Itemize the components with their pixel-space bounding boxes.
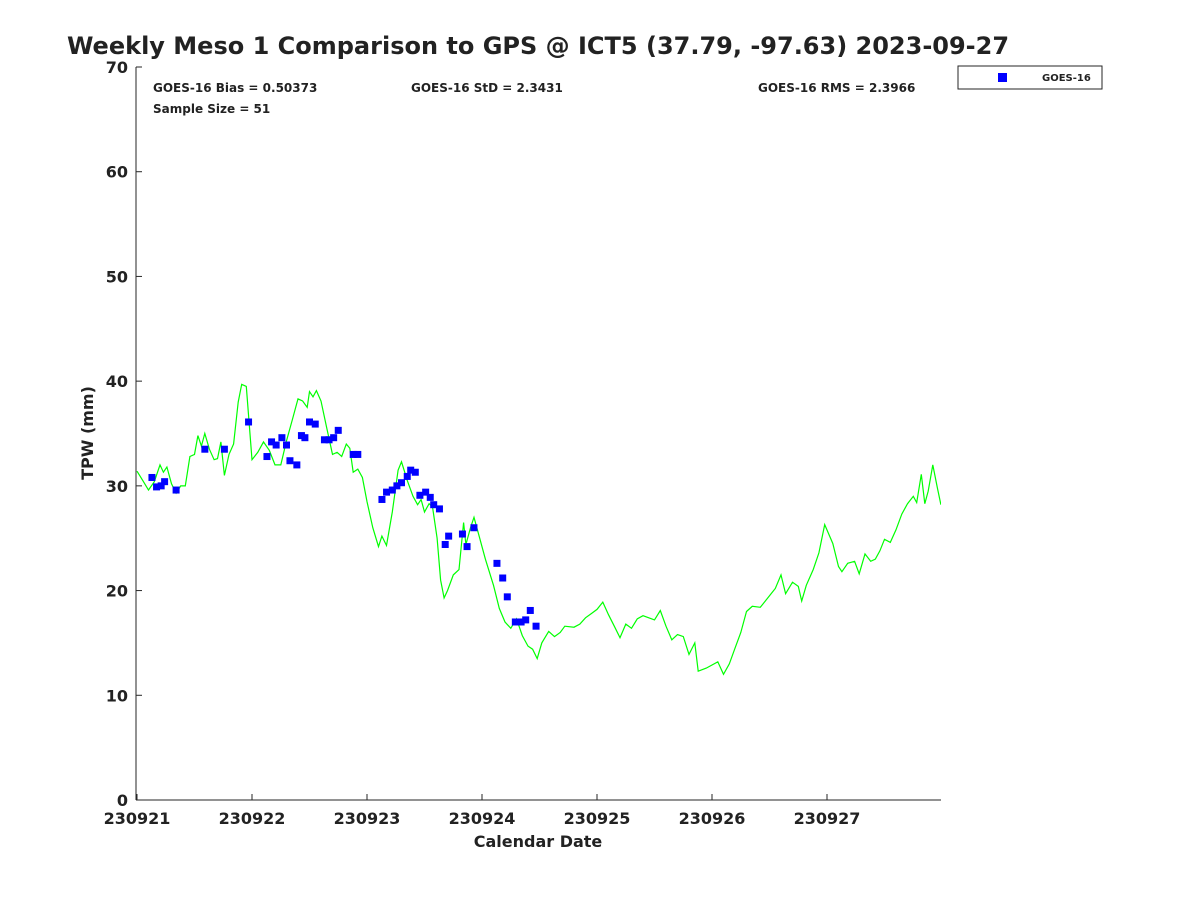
goes-data-point [378,495,386,503]
goes-data-point [306,418,313,426]
goes-data-point [499,574,507,582]
goes-data-point [526,606,534,614]
x-axis-label: Calendar Date [474,832,603,851]
goes-data-point [301,434,309,442]
goes-data-point [522,616,530,624]
goes-data-point [283,441,290,449]
stat-sample-size: Sample Size = 51 [153,102,270,116]
x-tick-label: 230927 [794,809,861,828]
goes-data-point [407,466,415,474]
goes-data-point [426,493,434,501]
goes-data-point [263,453,271,461]
goes-data-point [458,530,466,538]
goes-data-point [435,505,443,513]
goes-data-point [201,445,209,453]
goes-data-point [493,559,501,567]
goes-data-point [503,593,511,601]
x-tick-label: 230926 [679,809,746,828]
goes-data-point [161,478,169,486]
stat-bias: GOES-16 Bias = 0.50373 [153,81,317,95]
x-tick-label: 230921 [104,809,171,828]
goes-data-point [320,436,328,444]
goes-data-point [286,457,294,465]
goes-data-point [157,482,165,490]
goes-data-point [393,482,401,490]
plot-area [136,67,941,800]
goes-data-point [416,491,424,499]
legend-marker-goes [998,73,1007,82]
goes-data-point [463,543,471,551]
x-tick-label: 230923 [334,809,401,828]
stat-std: GOES-16 StD = 2.3431 [411,81,563,95]
goes-data-point [383,488,391,496]
goes-data-point [445,532,453,540]
goes-data-point [278,434,286,442]
goes-data-point [220,445,228,453]
goes-data-point [532,622,540,630]
legend-label-goes: GOES-16 [1042,73,1091,84]
x-tick-label: 230922 [219,809,286,828]
y-tick-label: 60 [106,163,128,182]
goes-data-point [411,468,419,476]
goes-data-point [330,434,338,442]
y-tick-label: 30 [106,477,128,496]
goes-data-point [272,441,280,449]
goes-data-point [349,450,357,458]
goes-data-point [517,618,525,626]
y-tick-label: 20 [106,582,128,601]
goes-data-point [172,486,180,494]
goes-data-point [354,450,362,458]
goes-data-point [422,488,430,496]
y-tick-label: 50 [106,267,128,286]
goes-data-point [268,438,276,446]
stat-rms: GOES-16 RMS = 2.3966 [758,81,915,95]
x-tick-label: 230925 [564,809,631,828]
goes-data-point [470,524,478,532]
goes-data-point [334,426,342,434]
chart-title: Weekly Meso 1 Comparison to GPS @ ICT5 (… [67,32,1009,60]
goes-data-point [245,418,253,426]
legend: GOES-16 [957,65,1103,90]
goes-data-point [153,483,161,491]
x-tick-label: 230924 [449,809,516,828]
goes-data-point [148,473,156,481]
gps-series-line [136,383,941,676]
goes-data-point [388,486,396,494]
y-tick-label: 0 [117,791,128,810]
y-tick-label: 10 [106,686,128,705]
goes-data-point [430,501,438,509]
goes-data-point [441,540,449,548]
goes-data-point [311,420,319,428]
y-axis-label: TPW (mm) [78,386,97,480]
y-tick-label: 70 [106,58,128,77]
goes-data-point [511,618,519,626]
y-tick-label: 40 [106,372,128,391]
goes-data-point [403,472,411,480]
goes-data-point [398,479,405,487]
goes-data-point [293,461,301,469]
goes-data-point [325,436,333,444]
